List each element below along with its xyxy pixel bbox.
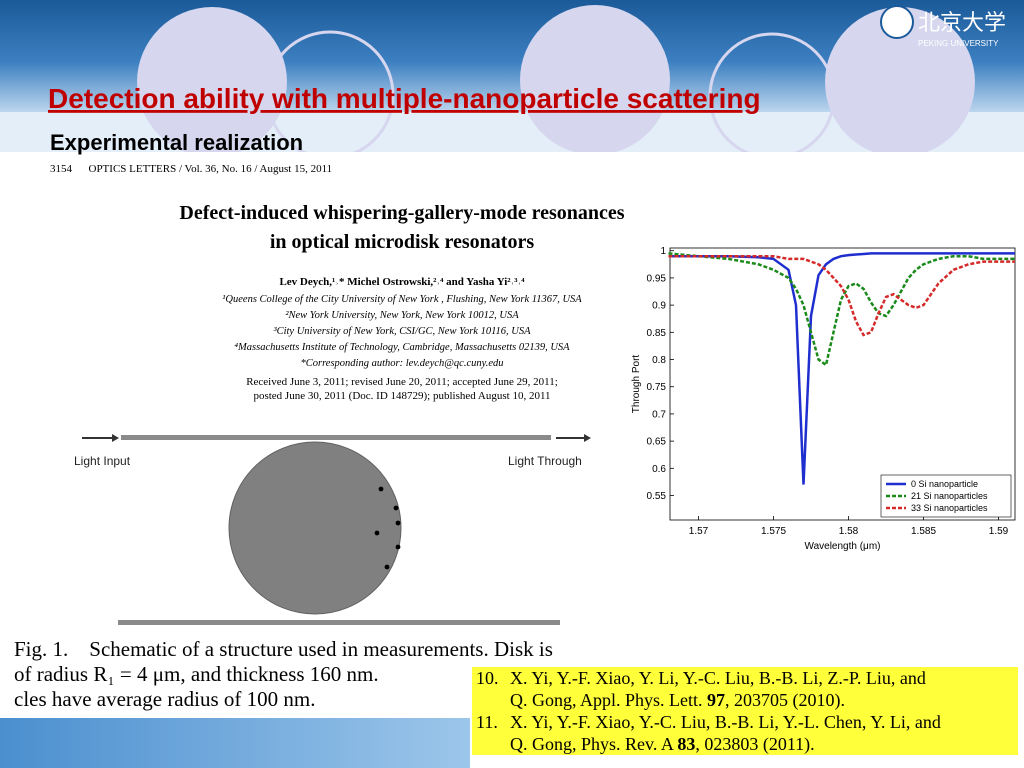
- reference-number: 10.: [476, 668, 499, 688]
- x-tick-label: 1.57: [689, 526, 709, 537]
- x-tick-label: 1.59: [989, 526, 1009, 537]
- schematic: [82, 434, 591, 625]
- paper-title: Defect-induced whispering-gallery-mode r…: [179, 202, 624, 224]
- reference-text: Q. Gong, Phys. Rev. A: [510, 734, 677, 754]
- y-tick-label: 0.9: [652, 301, 666, 312]
- nanoparticle: [395, 544, 401, 550]
- output-label: Light Through: [508, 454, 582, 468]
- deco-circle: [825, 7, 975, 157]
- highlight: [472, 711, 1018, 755]
- x-tick-label: 1.575: [761, 526, 786, 537]
- y-tick-label: 0.55: [647, 491, 667, 502]
- logo-text: 北京大学: [918, 11, 1006, 36]
- deco-circle: [137, 7, 287, 157]
- deco-circle: [520, 5, 670, 155]
- nanoparticle: [384, 564, 390, 570]
- y-tick-label: 0.7: [652, 409, 666, 420]
- nanoparticle: [374, 530, 380, 536]
- received: Received June 3, 2011; revised June 20, …: [246, 376, 558, 388]
- reference-line: X. Yi, Y.-F. Xiao, Y.-C. Liu, B.-B. Li, …: [510, 712, 941, 732]
- bottom-band: [0, 718, 470, 768]
- nanoparticle: [395, 520, 401, 526]
- series-line: [668, 254, 1015, 337]
- y-tick-label: 0.65: [647, 437, 667, 448]
- affiliation: ³City University of New York, CSI/GC, Ne…: [273, 326, 531, 337]
- slide-subtitle: Experimental realization: [50, 130, 303, 155]
- reference-text: , 203705 (2010).: [725, 690, 845, 711]
- y-tick-label: 0.85: [647, 328, 667, 339]
- legend-label: 21 Si nanoparticles: [911, 491, 988, 501]
- x-tick-label: 1.58: [839, 526, 859, 537]
- references: 10. X. Yi, Y.-F. Xiao, Y. Li, Y.-C. Liu, …: [472, 667, 1018, 755]
- affiliation: *Corresponding author: lev.deych@qc.cuny…: [301, 358, 504, 369]
- reference-text: X. Yi, Y.-F. Xiao, Y.-C. Liu, B.-B. Li, …: [510, 712, 941, 732]
- microdisk: [228, 441, 402, 615]
- authors: Lev Deych,¹˒* Michel Ostrowski,²˒⁴ and Y…: [279, 276, 525, 288]
- waveguide: [118, 620, 560, 625]
- affiliation: ⁴Massachusetts Institute of Technology, …: [234, 342, 570, 353]
- received: posted June 30, 2011 (Doc. ID 148729); p…: [253, 390, 550, 402]
- nanoparticle: [393, 505, 399, 511]
- reference-line: Q. Gong, Phys. Rev. A 83, 023803 (2011).: [510, 734, 815, 755]
- nanoparticle: [378, 486, 384, 492]
- journal-line: 3154 OPTICS LETTERS / Vol. 36, No. 16 / …: [50, 163, 332, 175]
- y-tick-label: 0.95: [647, 273, 667, 284]
- input-label: Light Input: [74, 454, 131, 468]
- series-line: [668, 252, 1015, 368]
- x-axis-label: Wavelength (μm): [805, 541, 881, 552]
- reference-text: Q. Gong, Appl. Phys. Lett.: [510, 690, 707, 710]
- caption: Fig. 1. Schematic of a structure used in…: [14, 637, 553, 661]
- arrow-head: [112, 434, 119, 442]
- arrow-head: [584, 434, 591, 442]
- waveguide: [121, 435, 551, 440]
- affiliation: ²New York University, New York, New York…: [285, 310, 519, 321]
- caption: of radius R₁ = 4 μm, and thickness 160 n…: [14, 662, 379, 686]
- y-tick-label: 1: [660, 246, 666, 257]
- legend-label: 33 Si nanoparticles: [911, 503, 988, 513]
- reference-number: 11.: [476, 712, 498, 732]
- plot-frame: [669, 247, 1016, 521]
- affiliations: ¹Queens College of the City University o…: [222, 294, 582, 369]
- slide-title: Detection ability with multiple-nanopart…: [48, 83, 761, 114]
- paper-title: in optical microdisk resonators: [270, 231, 534, 253]
- legend-label: 0 Si nanoparticle: [911, 479, 978, 489]
- affiliation: ¹Queens College of the City University o…: [222, 294, 582, 305]
- reference-text: 97: [707, 690, 725, 710]
- reference-line: X. Yi, Y.-F. Xiao, Y. Li, Y.-C. Liu, B.-…: [510, 668, 926, 688]
- y-tick-label: 0.6: [652, 464, 666, 475]
- y-tick-label: 0.8: [652, 355, 666, 366]
- reference-text: , 023803 (2011).: [695, 734, 814, 755]
- reference-line: Q. Gong, Appl. Phys. Lett. 97, 203705 (2…: [510, 690, 845, 711]
- reference-text: 83: [677, 734, 695, 754]
- caption: cles have average radius of 100 nm.: [14, 687, 315, 711]
- logo-emblem: [880, 5, 914, 39]
- logo-subtext: PEKING UNIVERSITY: [918, 39, 999, 48]
- highlight: [472, 667, 1018, 711]
- reference-text: X. Yi, Y.-F. Xiao, Y. Li, Y.-C. Liu, B.-…: [510, 668, 926, 688]
- x-tick-label: 1.585: [911, 526, 936, 537]
- series-line: [668, 252, 1015, 485]
- chart: 0.55 0.6 0.65 0.7 0.75 0.8 0.85 0.9 0.95 1 1.57 1.5…: [631, 246, 1016, 552]
- y-tick-label: 0.75: [647, 382, 667, 393]
- y-axis-label: Through Port: [631, 355, 642, 414]
- legend-box: [880, 474, 1012, 518]
